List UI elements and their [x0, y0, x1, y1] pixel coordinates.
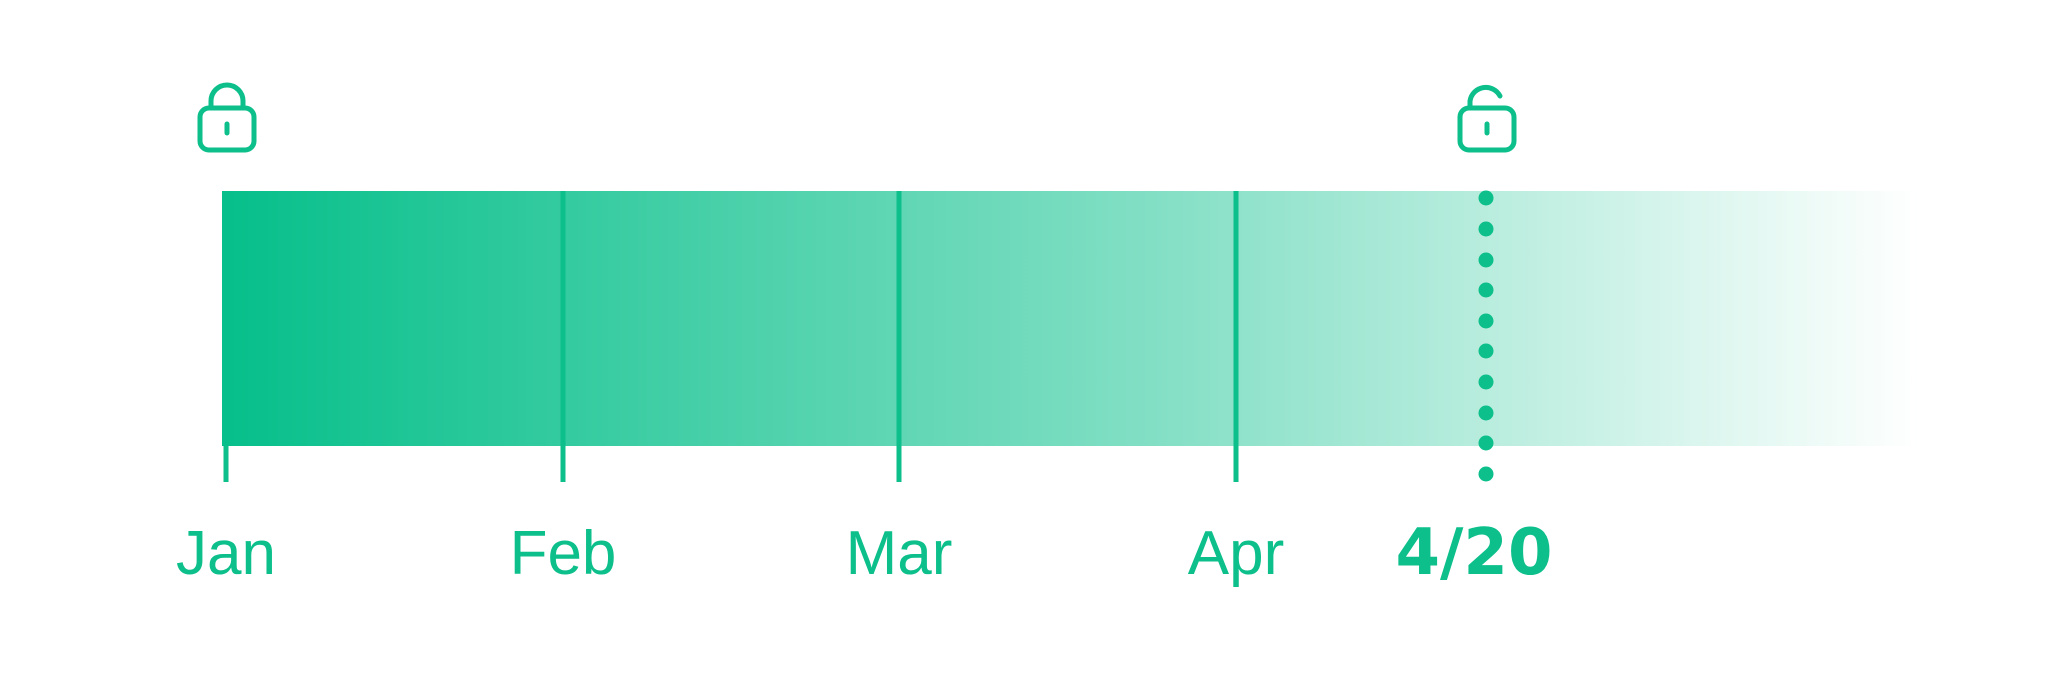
- month-label-mar: Mar: [846, 519, 953, 588]
- progress-band: [222, 191, 1920, 446]
- month-label-jan: Jan: [176, 519, 276, 588]
- lock-closed-icon: [197, 82, 257, 153]
- today-dotted-line: [1478, 190, 1494, 482]
- month-label-apr: Apr: [1188, 519, 1284, 588]
- lock-open-icon: [1457, 84, 1517, 153]
- today-label: 4/20: [1396, 516, 1553, 590]
- month-label-feb: Feb: [510, 519, 617, 588]
